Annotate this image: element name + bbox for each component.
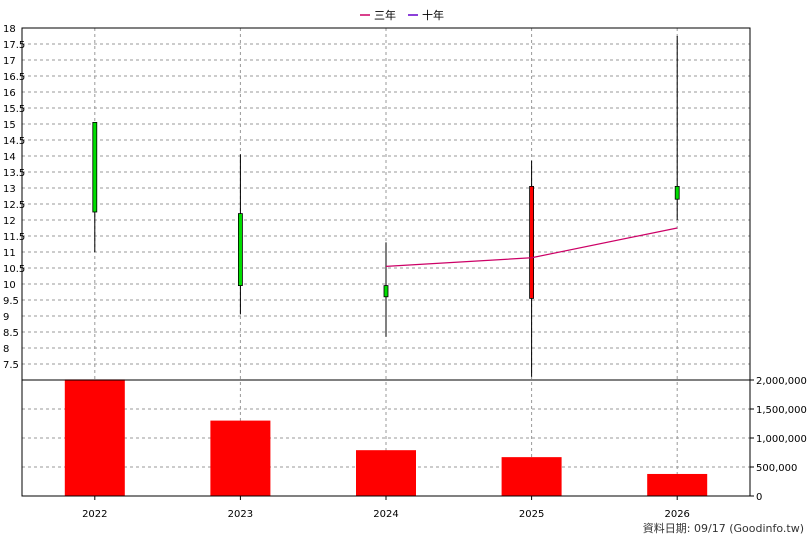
- candlesticks: [92, 36, 680, 377]
- price-tick-label: 8: [3, 344, 9, 355]
- price-tick-label: 14: [3, 152, 16, 163]
- price-tick-label: 10.5: [3, 264, 25, 275]
- volume-tick-label: 500,000: [756, 463, 797, 474]
- axes: 7.5 8 8.5 9 9.5 10 10.5 11 11.5 12 12.5 13 13.5 14 14.…: [3, 24, 807, 520]
- x-tick-label: 2026: [664, 509, 689, 520]
- grid-layer: [22, 27, 750, 496]
- price-tick-label: 17.5: [3, 40, 25, 51]
- x-tick-label: 2025: [519, 509, 544, 520]
- legend[interactable]: 三年 十年: [360, 8, 444, 22]
- volume-tick-label: 1,000,000: [756, 434, 807, 445]
- candle-body: [674, 185, 680, 200]
- series-line: [385, 227, 678, 267]
- price-tick-label: 11.5: [3, 232, 25, 243]
- price-tick-label: 8.5: [3, 328, 19, 339]
- volume-bar: [356, 450, 416, 496]
- x-tick-label: 2024: [373, 509, 398, 520]
- price-tick-label: 11: [3, 248, 16, 259]
- x-tick-label: 2022: [82, 509, 107, 520]
- price-tick-label: 16.5: [3, 72, 25, 83]
- price-tick-label: 10: [3, 280, 16, 291]
- data-date-credit: 資料日期: 09/17 (Goodinfo.tw): [643, 521, 804, 535]
- volume-tick-label: 0: [756, 492, 762, 503]
- price-tick-label: 12.5: [3, 200, 25, 211]
- price-tick-label: 17: [3, 56, 16, 67]
- price-tick-label: 15.5: [3, 104, 25, 115]
- candle-body: [529, 185, 534, 299]
- candle-body: [92, 122, 98, 213]
- volume-bars: [64, 379, 708, 496]
- price-tick-label: 13.5: [3, 168, 25, 179]
- price-tick-label: 18: [3, 24, 16, 35]
- volume-bar: [64, 379, 125, 496]
- price-tick-label: 15: [3, 120, 16, 131]
- plot-frame: [21, 27, 751, 497]
- price-tick-label: 9.5: [3, 296, 19, 307]
- legend-label[interactable]: 三年: [374, 8, 396, 22]
- volume-tick-label: 1,500,000: [756, 405, 807, 416]
- price-tick-label: 7.5: [3, 360, 19, 371]
- line-series: [385, 227, 678, 267]
- price-tick-label: 14.5: [3, 136, 25, 147]
- candle-body: [383, 285, 389, 298]
- volume-bar: [210, 420, 271, 496]
- volume-tick-label: 2,000,000: [756, 376, 807, 387]
- price-tick-label: 13: [3, 184, 16, 195]
- price-tick-label: 12: [3, 216, 16, 227]
- price-tick-label: 16: [3, 88, 16, 99]
- price-tick-label: 9: [3, 312, 9, 323]
- x-tick-label: 2023: [228, 509, 253, 520]
- volume-bar: [647, 473, 708, 496]
- legend-label[interactable]: 十年: [422, 8, 444, 22]
- candle-body: [237, 213, 243, 287]
- volume-bar: [501, 457, 562, 496]
